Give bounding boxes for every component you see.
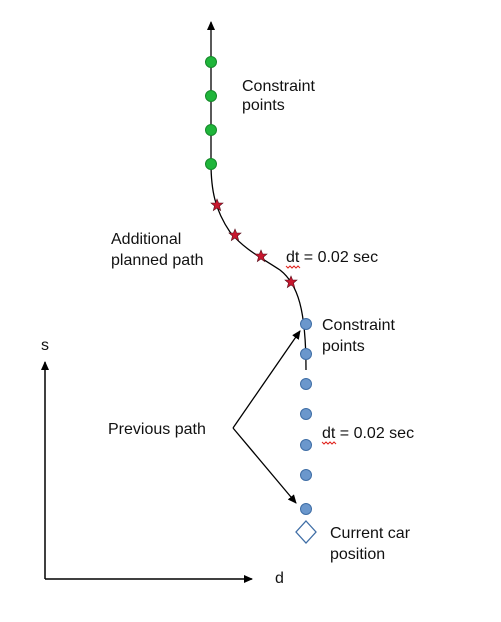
- car-position-diamond-icon: [295, 520, 317, 544]
- constraint-points-top-label-line1: Constraint: [242, 78, 315, 95]
- spellcheck-squiggle-upper: [285, 265, 301, 269]
- additional-planned-path-label-line2: planned path: [111, 252, 204, 269]
- current-car-position-label-line1: Current car: [330, 525, 411, 542]
- previous-point-blue: [300, 408, 312, 420]
- current-car-position-label-line2: position: [330, 546, 385, 563]
- constraint-point-green: [205, 158, 217, 170]
- planned-point-star: [254, 249, 268, 263]
- previous-point-blue: [300, 318, 312, 330]
- d-axis-label: d: [275, 570, 284, 587]
- constraint-points-top-label-line2: points: [242, 97, 285, 114]
- previous-point-blue: [300, 348, 312, 360]
- path-curve: [210, 162, 307, 371]
- planned-point-star: [284, 275, 298, 289]
- previous-point-blue: [300, 503, 312, 515]
- constraint-points-mid-label-line2: points: [322, 338, 365, 355]
- previous-point-blue: [300, 378, 312, 390]
- spellcheck-squiggle-lower: [321, 441, 337, 445]
- previous-point-blue: [300, 469, 312, 481]
- constraint-points-mid-label-line1: Constraint: [322, 317, 395, 334]
- s-axis-label: s: [41, 337, 49, 354]
- planned-point-star: [228, 228, 242, 242]
- constraint-point-green: [205, 90, 217, 102]
- additional-planned-path-label-line1: Additional: [111, 231, 181, 248]
- constraint-point-green: [205, 56, 217, 68]
- planned-point-star: [210, 198, 224, 212]
- previous-point-blue: [300, 439, 312, 451]
- constraint-point-green: [205, 124, 217, 136]
- dt-upper-label: dt = 0.02 sec: [286, 249, 378, 266]
- previous-path-arrow-up: [232, 330, 301, 429]
- previous-path-label: Previous path: [108, 421, 206, 438]
- dt-lower-label: dt = 0.02 sec: [322, 425, 414, 442]
- previous-path-arrow-down: [232, 427, 297, 504]
